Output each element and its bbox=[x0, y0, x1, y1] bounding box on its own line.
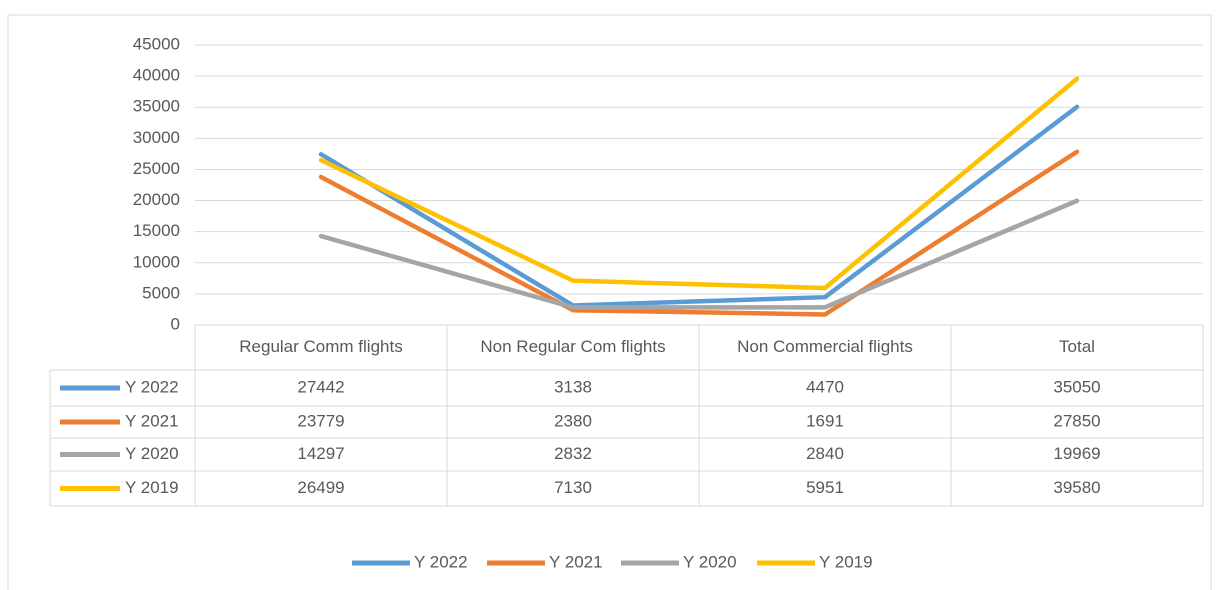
table-header: Regular Comm flights bbox=[239, 337, 402, 356]
table-row-header: Y 2022 bbox=[125, 377, 179, 396]
table-cell: 39580 bbox=[1053, 478, 1100, 497]
legend-label: Y 2022 bbox=[414, 552, 468, 571]
y-tick-label: 5000 bbox=[142, 283, 180, 302]
table-cell: 4470 bbox=[806, 377, 844, 396]
table-cell: 2840 bbox=[806, 444, 844, 463]
table-cell: 2380 bbox=[554, 411, 592, 430]
legend-label: Y 2020 bbox=[683, 552, 737, 571]
table-cell: 2832 bbox=[554, 444, 592, 463]
chart-frame bbox=[7, 14, 1212, 590]
series-line bbox=[318, 104, 1080, 308]
table-header: Non Regular Com flights bbox=[480, 337, 665, 356]
y-tick-label: 30000 bbox=[133, 128, 180, 147]
series-line bbox=[318, 76, 1080, 291]
y-tick-label: 40000 bbox=[133, 66, 180, 85]
y-tick-label: 0 bbox=[171, 314, 180, 333]
table-cell: 27850 bbox=[1053, 411, 1100, 430]
table-row-header: Y 2021 bbox=[125, 411, 179, 430]
table-cell: 14297 bbox=[297, 444, 344, 463]
table-cell: 3138 bbox=[554, 377, 592, 396]
y-tick-label: 15000 bbox=[133, 221, 180, 240]
table-row-header: Y 2019 bbox=[125, 478, 179, 497]
y-tick-label: 10000 bbox=[133, 252, 180, 271]
table-header: Total bbox=[1059, 337, 1095, 356]
table-cell: 26499 bbox=[297, 478, 344, 497]
table-header: Non Commercial flights bbox=[737, 337, 913, 356]
legend-label: Y 2019 bbox=[819, 552, 873, 571]
table-row-header: Y 2020 bbox=[125, 444, 179, 463]
y-tick-label: 25000 bbox=[133, 159, 180, 178]
table-cell: 35050 bbox=[1053, 377, 1100, 396]
series-line bbox=[318, 149, 1080, 317]
table-cell: 23779 bbox=[297, 411, 344, 430]
table-cell: 7130 bbox=[554, 478, 592, 497]
table-cell: 27442 bbox=[297, 377, 344, 396]
table-cell: 19969 bbox=[1053, 444, 1100, 463]
legend-label: Y 2021 bbox=[549, 552, 603, 571]
series-line bbox=[318, 198, 1080, 310]
y-tick-label: 45000 bbox=[133, 34, 180, 53]
y-tick-label: 35000 bbox=[133, 97, 180, 116]
table-cell: 5951 bbox=[806, 478, 844, 497]
table-cell: 1691 bbox=[806, 411, 844, 430]
y-tick-label: 20000 bbox=[133, 190, 180, 209]
